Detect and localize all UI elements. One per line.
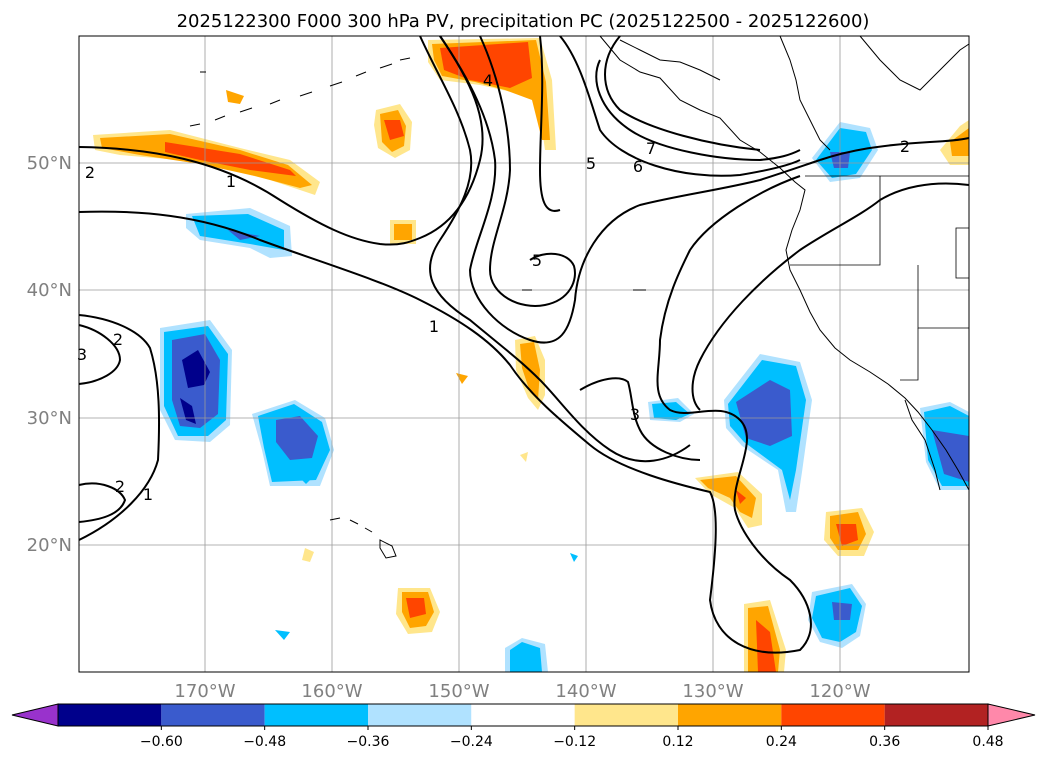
colorbar-tick-label: −0.36 [347,734,390,750]
colorbar-tick-label: −0.24 [450,734,493,750]
colorbar-segment [678,704,782,726]
colorbar: −0.60 −0.48 −0.36 −0.24 −0.12 0.12 0.24 0.36 0.4… [11,703,1036,750]
lat-label: 40°N [27,280,72,301]
colorbar-tick-label: −0.12 [553,734,596,750]
lon-label: 160°W [301,681,362,702]
colorbar-outline [57,703,989,727]
colorbar-segment [884,704,988,726]
colorbar-tick-label: 0.48 [972,734,1003,750]
coastlines [189,35,970,559]
lat-label: 50°N [27,153,72,174]
contour-label: 5 [532,251,542,270]
colorbar-segment [58,704,162,726]
lon-label: 120°W [809,681,870,702]
colorbar-tick-label: 0.24 [766,734,797,750]
contour-label: 7 [646,139,656,158]
contour-label: 4 [483,71,493,90]
contour-label: 1 [429,317,439,336]
lat-label: 30°N [27,408,72,429]
contour-labels: 1 1 1 2 2 2 3 3 4 5 5 6 7 2 [77,71,910,504]
lon-label: 140°W [555,681,616,702]
colorbar-segment [264,704,368,726]
latitude-labels: 50°N 40°N 30°N 20°N [27,153,72,556]
longitude-labels: 170°W 160°W 150°W 140°W 130°W 120°W [174,681,870,702]
colorbar-tick-label: −0.48 [243,734,286,750]
colorbar-segment [781,704,885,726]
map-title: 2025122300 F000 300 hPa PV, precipitatio… [177,11,870,32]
lon-label: 170°W [174,681,235,702]
lon-label: 130°W [682,681,743,702]
map-area: 1 1 1 2 2 2 3 3 4 5 5 6 7 2 [77,35,970,673]
colorbar-segment [471,704,575,726]
lon-label: 150°W [428,681,489,702]
contour-label: 3 [630,405,640,424]
contour-label: 6 [633,157,643,176]
colorbar-extend-min [11,703,59,727]
colorbar-extend-max [987,703,1036,727]
contour-label: 2 [113,330,123,349]
colorbar-tick-label: 0.36 [869,734,900,750]
contour-label: 2 [115,477,125,496]
contour-label: 3 [77,345,87,364]
colorbar-tick-label: −0.60 [140,734,183,750]
lat-label: 20°N [27,535,72,556]
contour-label: 5 [586,154,596,173]
contour-label: 2 [900,137,910,156]
colorbar-segment [368,704,472,726]
contour-label: 2 [85,163,95,182]
colorbar-tick-label: 0.12 [662,734,693,750]
state-borders [790,175,970,381]
colorbar-segment [574,704,678,726]
contour-label: 1 [226,172,236,191]
pv-contours [78,35,970,654]
contour-label: 1 [143,485,153,504]
colorbar-segment [161,704,265,726]
